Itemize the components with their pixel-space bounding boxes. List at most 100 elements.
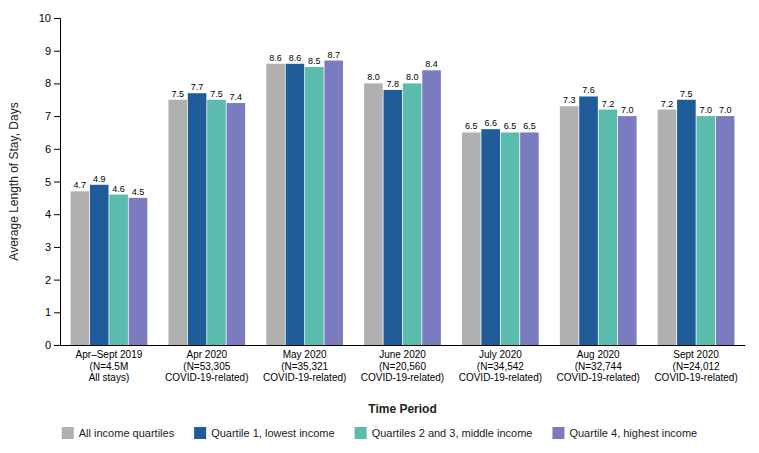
bar bbox=[696, 116, 715, 345]
y-tick-label: 8 bbox=[45, 77, 51, 89]
x-tick-label-line: June 2020 bbox=[379, 349, 426, 360]
data-label: 4.7 bbox=[74, 180, 87, 190]
bar bbox=[462, 132, 481, 345]
data-label: 8.5 bbox=[308, 56, 321, 66]
data-label: 7.2 bbox=[661, 99, 674, 109]
x-tick: June 2020(N=20,560COVID-19-related) bbox=[361, 349, 444, 383]
bar bbox=[599, 110, 618, 345]
data-label: 7.2 bbox=[602, 99, 615, 109]
y-tick-mark bbox=[54, 149, 60, 150]
x-tick-label-line: Apr 2020 bbox=[186, 349, 227, 360]
y-tick-label: 0 bbox=[45, 339, 51, 351]
bar bbox=[422, 70, 441, 345]
y-tick-label: 2 bbox=[45, 274, 51, 286]
x-tick: Aug 2020(N=32,744COVID-19-related) bbox=[557, 349, 640, 383]
bar bbox=[305, 67, 324, 345]
data-label: 8.0 bbox=[367, 72, 380, 82]
legend-swatch bbox=[552, 427, 564, 439]
y-tick-label: 10 bbox=[39, 12, 51, 24]
y-tick-mark bbox=[54, 182, 60, 183]
data-label: 7.0 bbox=[621, 105, 634, 115]
bar bbox=[207, 100, 226, 345]
data-label: 7.6 bbox=[582, 85, 595, 95]
y-tick-label: 1 bbox=[45, 306, 51, 318]
x-tick-label: Sept 2020(N=24,012COVID-19-related) bbox=[654, 349, 737, 383]
data-label: 8.4 bbox=[425, 59, 438, 69]
x-tick-label-line: COVID-19-related) bbox=[459, 372, 542, 383]
bars bbox=[71, 61, 735, 345]
x-tick-label-line: Apr–Sept 2019 bbox=[76, 349, 143, 360]
bar bbox=[188, 93, 207, 345]
y-tick-label: 5 bbox=[45, 176, 51, 188]
bar bbox=[560, 106, 579, 345]
x-tick-label-line: (N=35,321 bbox=[281, 361, 328, 372]
y-tick-mark bbox=[54, 116, 60, 117]
bar bbox=[618, 116, 637, 345]
data-label: 8.6 bbox=[269, 53, 282, 63]
y-axis: 0 1 2 3 4 5 6 7 8 9 10 bbox=[39, 12, 61, 351]
legend-label: Quartile 4, highest income bbox=[569, 427, 697, 439]
data-label: 6.5 bbox=[504, 121, 517, 131]
x-tick-label-line: COVID-19-related) bbox=[361, 372, 444, 383]
bar bbox=[520, 132, 539, 345]
bar bbox=[109, 195, 128, 345]
data-label: 4.5 bbox=[132, 187, 145, 197]
y-tick-label: 4 bbox=[45, 208, 51, 220]
legend-swatch bbox=[355, 427, 367, 439]
bar bbox=[129, 198, 148, 345]
data-label: 4.6 bbox=[112, 184, 125, 194]
x-tick: Apr 2020(N=53,305COVID-19-related) bbox=[165, 349, 248, 383]
y-tick-mark bbox=[54, 280, 60, 281]
y-tick: 0 bbox=[45, 339, 60, 351]
legend-swatch bbox=[194, 427, 206, 439]
x-tick-label: May 2020(N=35,321COVID-19-related) bbox=[263, 349, 346, 383]
x-tick-label-line: (N=34,542 bbox=[477, 361, 524, 372]
data-label: 7.7 bbox=[191, 82, 204, 92]
bar bbox=[286, 64, 305, 345]
legend-item: Quartiles 2 and 3, middle income bbox=[355, 427, 533, 439]
y-tick: 3 bbox=[45, 241, 60, 253]
bar bbox=[579, 96, 598, 345]
x-tick: Apr–Sept 2019(N=4.5MAll stays) bbox=[76, 349, 143, 383]
x-tick-label-line: COVID-19-related) bbox=[557, 372, 640, 383]
bar bbox=[364, 83, 383, 345]
bar bbox=[266, 64, 285, 345]
x-tick-label-line: COVID-19-related) bbox=[165, 372, 248, 383]
bar-series bbox=[90, 64, 696, 345]
y-tick: 10 bbox=[39, 12, 60, 24]
data-labels: 4.77.58.68.06.57.37.24.97.78.67.86.67.67… bbox=[74, 50, 732, 197]
legend: All income quartilesQuartile 1, lowest i… bbox=[62, 427, 697, 439]
legend-swatch bbox=[62, 427, 74, 439]
data-label: 7.5 bbox=[680, 89, 693, 99]
x-axis: Apr–Sept 2019(N=4.5MAll stays)Apr 2020(N… bbox=[61, 346, 746, 384]
bar bbox=[227, 103, 246, 345]
bar bbox=[677, 100, 696, 345]
x-tick-label-line: (N=24,012 bbox=[673, 361, 720, 372]
x-tick-label-line: Aug 2020 bbox=[577, 349, 620, 360]
bar-series bbox=[129, 61, 735, 345]
y-tick-mark bbox=[54, 18, 60, 19]
y-tick: 9 bbox=[45, 45, 60, 57]
y-tick-label: 9 bbox=[45, 45, 51, 57]
y-tick-label: 3 bbox=[45, 241, 51, 253]
x-tick-label: July 2020(N=34,542COVID-19-related) bbox=[459, 349, 542, 383]
x-tick: Sept 2020(N=24,012COVID-19-related) bbox=[654, 349, 737, 383]
y-tick-mark bbox=[54, 312, 60, 313]
data-label: 7.5 bbox=[171, 89, 184, 99]
y-tick-label: 7 bbox=[45, 110, 51, 122]
y-tick-mark bbox=[54, 214, 60, 215]
x-tick-label: Apr 2020(N=53,305COVID-19-related) bbox=[165, 349, 248, 383]
data-label: 6.5 bbox=[465, 121, 478, 131]
x-tick: May 2020(N=35,321COVID-19-related) bbox=[263, 349, 346, 383]
y-tick: 7 bbox=[45, 110, 60, 122]
y-tick: 1 bbox=[45, 306, 60, 318]
y-tick: 6 bbox=[45, 143, 60, 155]
y-tick-mark bbox=[54, 51, 60, 52]
y-tick: 2 bbox=[45, 274, 60, 286]
x-axis-line bbox=[61, 345, 746, 346]
x-axis-title: Time Period bbox=[368, 402, 436, 416]
x-tick-label: Apr–Sept 2019(N=4.5MAll stays) bbox=[76, 349, 143, 383]
data-label: 8.7 bbox=[327, 50, 340, 60]
bar bbox=[481, 129, 500, 345]
y-tick-label: 6 bbox=[45, 143, 51, 155]
